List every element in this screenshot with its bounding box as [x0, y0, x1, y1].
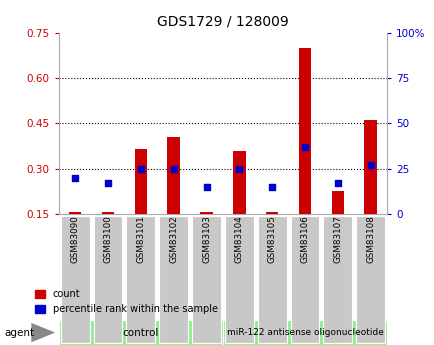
Bar: [298, 48, 311, 214]
Text: GSM83100: GSM83100: [103, 215, 112, 263]
Bar: [233, 150, 245, 214]
Bar: [102, 212, 114, 214]
Point: [137, 166, 144, 171]
Text: GSM83101: GSM83101: [136, 215, 145, 263]
Bar: [69, 213, 81, 214]
Title: GDS1729 / 128009: GDS1729 / 128009: [157, 15, 288, 29]
Bar: [364, 120, 376, 214]
Bar: [331, 191, 343, 214]
Text: GSM83104: GSM83104: [234, 215, 243, 263]
Text: GSM83090: GSM83090: [70, 215, 79, 263]
Text: GSM83103: GSM83103: [201, 215, 210, 263]
Point: [72, 175, 79, 180]
Legend: count, percentile rank within the sample: count, percentile rank within the sample: [35, 289, 217, 314]
Point: [104, 180, 111, 186]
Text: GSM83105: GSM83105: [267, 215, 276, 263]
Text: control: control: [122, 328, 159, 337]
Text: GSM83107: GSM83107: [332, 215, 342, 263]
Point: [366, 162, 373, 168]
Text: miR-122 antisense oligonucleotide: miR-122 antisense oligonucleotide: [226, 328, 383, 337]
Text: agent: agent: [4, 328, 34, 337]
Text: GSM83108: GSM83108: [365, 215, 375, 263]
Point: [301, 144, 308, 150]
Point: [235, 166, 242, 171]
Text: GSM83106: GSM83106: [300, 215, 309, 263]
Bar: [200, 212, 212, 214]
Point: [203, 184, 210, 189]
Bar: [134, 149, 147, 214]
Point: [334, 180, 341, 186]
Point: [268, 184, 275, 189]
Polygon shape: [31, 323, 55, 342]
Bar: [265, 213, 278, 214]
Text: GSM83102: GSM83102: [169, 215, 178, 263]
Bar: [167, 137, 180, 214]
Point: [170, 166, 177, 171]
